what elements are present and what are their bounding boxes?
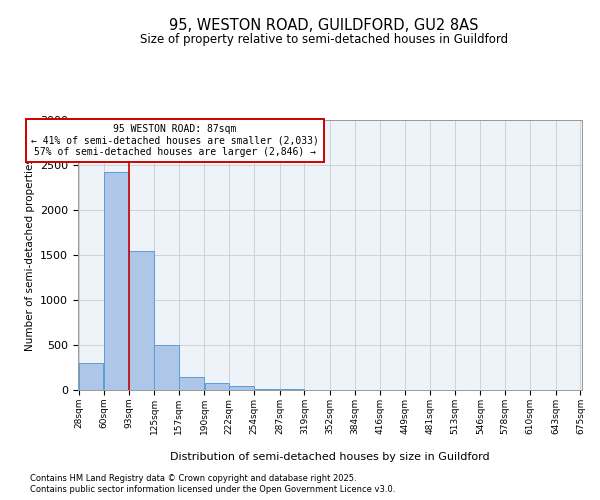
Bar	[154, 345, 179, 390]
Text: Size of property relative to semi-detached houses in Guildford: Size of property relative to semi-detach…	[140, 32, 508, 46]
Text: Contains public sector information licensed under the Open Government Licence v3: Contains public sector information licen…	[30, 486, 395, 494]
Text: 95, WESTON ROAD, GUILDFORD, GU2 8AS: 95, WESTON ROAD, GUILDFORD, GU2 8AS	[169, 18, 479, 32]
Y-axis label: Number of semi-detached properties: Number of semi-detached properties	[25, 158, 35, 352]
Text: Contains HM Land Registry data © Crown copyright and database right 2025.: Contains HM Land Registry data © Crown c…	[30, 474, 356, 483]
Bar	[229, 386, 254, 390]
Text: 95 WESTON ROAD: 87sqm
← 41% of semi-detached houses are smaller (2,033)
57% of s: 95 WESTON ROAD: 87sqm ← 41% of semi-deta…	[31, 124, 319, 157]
Bar	[205, 383, 229, 390]
Bar	[179, 376, 204, 390]
Text: Distribution of semi-detached houses by size in Guildford: Distribution of semi-detached houses by …	[170, 452, 490, 462]
Bar	[280, 389, 304, 390]
Bar	[254, 388, 280, 390]
Bar	[79, 362, 103, 390]
Bar	[104, 172, 129, 390]
Bar	[130, 250, 154, 390]
